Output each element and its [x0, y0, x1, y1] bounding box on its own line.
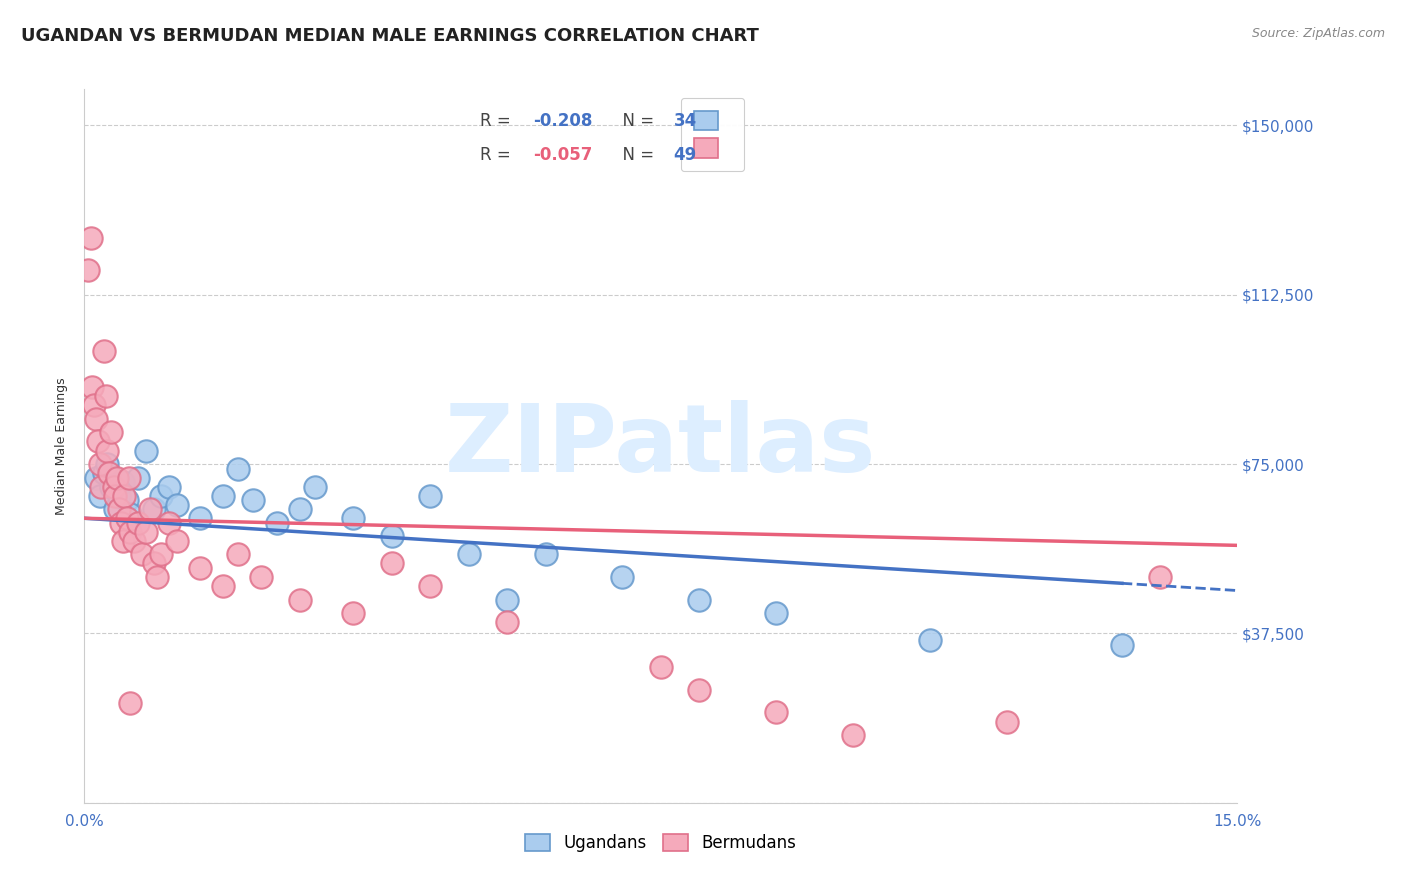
Point: [1111, 638, 1133, 652]
Point: [118, 470, 141, 484]
Point: [94, 389, 117, 403]
Point: [188, 561, 211, 575]
Point: [918, 633, 941, 648]
Point: [77, 263, 100, 277]
Point: [120, 697, 142, 711]
Point: [89, 457, 111, 471]
Point: [166, 533, 188, 548]
Point: [105, 470, 128, 484]
Point: [457, 548, 479, 562]
Point: [157, 480, 180, 494]
Point: [342, 511, 364, 525]
Point: [104, 489, 127, 503]
Point: [100, 480, 122, 494]
Point: [381, 557, 404, 571]
Point: [650, 660, 672, 674]
Point: [108, 502, 131, 516]
Text: UGANDAN VS BERMUDAN MEDIAN MALE EARNINGS CORRELATION CHART: UGANDAN VS BERMUDAN MEDIAN MALE EARNINGS…: [21, 27, 759, 45]
Point: [157, 516, 180, 530]
Point: [100, 425, 122, 440]
Point: [250, 570, 273, 584]
Text: -0.057: -0.057: [533, 146, 592, 164]
Point: [96, 443, 118, 458]
Point: [226, 461, 249, 475]
Point: [765, 706, 787, 720]
Text: ZIPatlas: ZIPatlas: [446, 400, 876, 492]
Text: N =: N =: [613, 112, 659, 130]
Point: [90, 480, 112, 494]
Point: [688, 592, 710, 607]
Point: [79, 231, 101, 245]
Point: [112, 489, 135, 503]
Point: [142, 502, 165, 516]
Point: [612, 570, 634, 584]
Point: [120, 507, 142, 521]
Point: [150, 489, 173, 503]
Point: [288, 592, 311, 607]
Point: [1149, 570, 1171, 584]
Point: [166, 498, 188, 512]
Point: [138, 502, 160, 516]
Point: [84, 412, 107, 426]
Point: [765, 606, 787, 620]
Point: [188, 511, 211, 525]
Point: [111, 533, 134, 548]
Point: [419, 579, 441, 593]
Text: R =: R =: [479, 112, 516, 130]
Point: [496, 592, 519, 607]
Point: [534, 548, 557, 562]
Point: [266, 516, 288, 530]
Text: Source: ZipAtlas.com: Source: ZipAtlas.com: [1251, 27, 1385, 40]
Point: [96, 457, 118, 471]
Point: [135, 524, 157, 539]
Text: 49: 49: [673, 146, 697, 164]
Point: [93, 466, 115, 480]
Point: [103, 480, 125, 494]
Legend: Ugandans, Bermudans: Ugandans, Bermudans: [519, 827, 803, 859]
Point: [89, 489, 111, 503]
Point: [150, 548, 173, 562]
Text: R =: R =: [479, 146, 516, 164]
Point: [84, 470, 107, 484]
Point: [87, 434, 110, 449]
Point: [115, 511, 138, 525]
Point: [115, 493, 138, 508]
Point: [419, 489, 441, 503]
Point: [842, 728, 865, 742]
Point: [97, 466, 120, 480]
Point: [93, 344, 115, 359]
Point: [142, 557, 165, 571]
Point: [104, 502, 127, 516]
Text: -0.208: -0.208: [533, 112, 592, 130]
Point: [111, 475, 134, 490]
Point: [124, 533, 146, 548]
Point: [242, 493, 264, 508]
Point: [83, 398, 105, 412]
Point: [304, 480, 326, 494]
Point: [688, 682, 710, 697]
Point: [120, 524, 142, 539]
Point: [226, 548, 249, 562]
Point: [995, 714, 1018, 729]
Point: [496, 615, 519, 629]
Text: N =: N =: [613, 146, 659, 164]
Y-axis label: Median Male Earnings: Median Male Earnings: [55, 377, 69, 515]
Point: [211, 579, 233, 593]
Point: [110, 516, 132, 530]
Point: [127, 470, 149, 484]
Point: [127, 516, 149, 530]
Point: [108, 489, 131, 503]
Point: [288, 502, 311, 516]
Point: [135, 443, 157, 458]
Text: 34: 34: [673, 112, 697, 130]
Point: [211, 489, 233, 503]
Point: [342, 606, 364, 620]
Point: [381, 529, 404, 543]
Point: [80, 380, 103, 394]
Point: [131, 548, 153, 562]
Point: [146, 570, 169, 584]
